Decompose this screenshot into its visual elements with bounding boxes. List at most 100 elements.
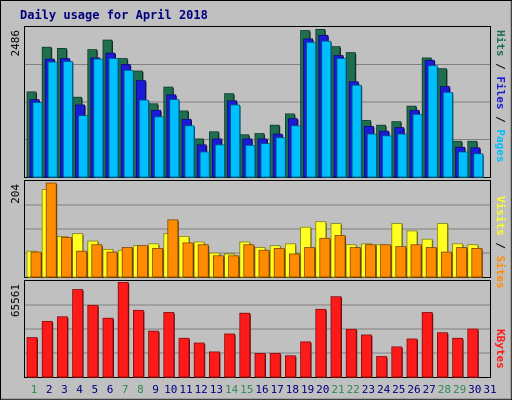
- day-label: 26: [407, 383, 420, 396]
- usage-pages-bar: [78, 115, 88, 178]
- kbytes-kbytes-bar: [345, 328, 357, 378]
- usage-pages-bar: [214, 144, 225, 178]
- legend-pages: Pages: [494, 129, 507, 162]
- kbytes-kbytes-bar: [102, 317, 114, 378]
- usage-pages-bar: [123, 70, 134, 178]
- usage-pages-bar: [47, 61, 58, 178]
- kbytes-kbytes-bar: [284, 355, 296, 378]
- legend-kbytes: KBytes: [494, 329, 507, 369]
- day-label: 25: [392, 383, 405, 396]
- day-label: 13: [210, 383, 223, 396]
- kbytes-kbytes-bar: [87, 304, 99, 378]
- day-label: 27: [423, 383, 436, 396]
- kbytes-kbytes-bar: [163, 312, 175, 378]
- usage-pages-bar: [290, 125, 301, 178]
- usage-pages-bar: [138, 99, 149, 178]
- visits-sites-bar: [288, 253, 300, 278]
- kbytes-kbytes-bar: [254, 352, 266, 378]
- visits-sites-bar: [349, 247, 361, 278]
- day-label: 2: [46, 383, 53, 396]
- visits-sites-bar: [228, 255, 240, 278]
- usage-pages-bar: [321, 40, 332, 178]
- visits-sites-bar: [319, 237, 331, 278]
- day-label: 17: [271, 383, 284, 396]
- kbytes-kbytes-bar: [330, 296, 342, 378]
- legend-visits: Visits: [494, 196, 507, 236]
- kbytes-kbytes-bar: [117, 281, 129, 378]
- usage-pages-bar: [473, 153, 484, 178]
- visits-sites-bar: [440, 251, 452, 278]
- visits-sites-bar: [395, 246, 407, 278]
- kbytes-kbytes-bar: [467, 328, 479, 378]
- day-label: 4: [76, 383, 83, 396]
- day-label: 18: [286, 383, 299, 396]
- usage-pages-bar: [199, 151, 210, 178]
- day-label: 5: [91, 383, 98, 396]
- usage-pages-bar: [275, 137, 286, 178]
- kbytes-kbytes-bar: [269, 352, 281, 378]
- day-label: 15: [240, 383, 253, 396]
- kbytes-kbytes-bar: [208, 351, 220, 378]
- usage-pages-bar: [245, 145, 256, 178]
- usage-pages-bar: [306, 42, 317, 178]
- visits-sites-bar: [167, 219, 179, 278]
- kbytes-kbytes-bar: [239, 312, 251, 378]
- visits-sites-bar: [182, 242, 194, 278]
- pages-ymax-label: 2486: [9, 30, 22, 57]
- day-label: 16: [255, 383, 268, 396]
- usage-pages-bar: [63, 61, 73, 178]
- kbytes-kbytes-bar: [436, 332, 448, 378]
- legend-sites: Sites: [494, 256, 507, 289]
- kbytes-kbytes-bar: [315, 308, 327, 378]
- usage-pages-bar: [427, 65, 438, 178]
- kbytes-kbytes-bar: [224, 333, 236, 378]
- day-label: 12: [195, 383, 208, 396]
- svg-text:KBytes: KBytes: [494, 329, 507, 369]
- day-label: 31: [483, 383, 496, 396]
- usage-pages-bar: [336, 58, 347, 178]
- day-label: 1: [31, 383, 38, 396]
- kbytes-kbytes-bar: [26, 337, 38, 378]
- visits-sites-bar: [243, 244, 255, 278]
- kbytes-kbytes-bar: [178, 337, 190, 378]
- day-label: 20: [316, 383, 329, 396]
- legend-hits: Hits: [494, 30, 507, 57]
- chart-bars: [26, 28, 484, 378]
- kbytes-kbytes-bar: [391, 346, 403, 378]
- usage-pages-bar: [184, 125, 195, 178]
- day-label: 3: [61, 383, 68, 396]
- usage-pages-bar: [366, 133, 377, 178]
- visits-sites-bar: [334, 235, 346, 278]
- svg-text:Visits / Sites: Visits / Sites: [494, 196, 507, 289]
- visits-sites-bar: [304, 247, 316, 278]
- visits-sites-bar: [61, 236, 72, 278]
- kbytes-kbytes-bar: [148, 330, 160, 378]
- day-label: 14: [225, 383, 239, 396]
- usage-pages-bar: [154, 116, 165, 178]
- usage-pages-bar: [260, 143, 271, 178]
- day-label: 30: [468, 383, 481, 396]
- visits-sites-bar: [471, 248, 483, 278]
- svg-text:Hits / Files / Pages: Hits / Files / Pages: [494, 30, 507, 163]
- day-label: 8: [137, 383, 144, 396]
- day-label: 28: [438, 383, 451, 396]
- kbytes-kbytes-bar: [193, 342, 205, 378]
- visits-sites-bar: [91, 244, 103, 278]
- day-label: 10: [164, 383, 177, 396]
- visits-sites-bar: [76, 250, 87, 278]
- kbytes-ymax-label: 65561: [9, 284, 22, 317]
- legend-files: Files: [494, 76, 507, 109]
- usage-pages-bar: [230, 104, 241, 178]
- chart-title: Daily usage for April 2018: [20, 8, 208, 22]
- visits-sites-bar: [364, 244, 376, 278]
- day-label: 22: [347, 383, 360, 396]
- visits-sites-bar: [136, 245, 148, 278]
- day-label: 7: [122, 383, 129, 396]
- day-label: 24: [377, 383, 391, 396]
- visits-sites-bar: [273, 248, 285, 278]
- kbytes-kbytes-bar: [452, 337, 464, 378]
- kbytes-kbytes-bar: [72, 289, 83, 378]
- visits-sites-bar: [410, 244, 422, 278]
- visits-sites-bar: [45, 182, 57, 278]
